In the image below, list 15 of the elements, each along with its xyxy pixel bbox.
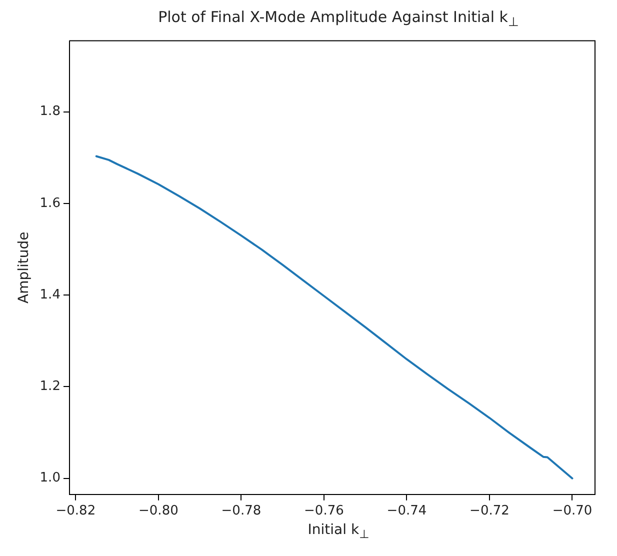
x-tick-label: −0.74 bbox=[386, 504, 427, 519]
x-tick-label: −0.70 bbox=[552, 504, 592, 519]
x-axis-title: Initial k$_{⊥}$ bbox=[306, 522, 370, 541]
chart-title: Plot of Final X-Mode Amplitude Against Initial k$_{⊥}$ bbox=[157, 8, 520, 30]
x-tick-label: −0.78 bbox=[221, 504, 262, 519]
x-tick-label: −0.72 bbox=[470, 504, 510, 519]
x-tick-label: −0.82 bbox=[56, 504, 96, 519]
y-tick-label: 1.0 bbox=[40, 470, 60, 486]
x-tick-label: −0.80 bbox=[138, 504, 178, 519]
y-tick-label: 1.4 bbox=[40, 287, 60, 302]
y-axis-title: Amplitude bbox=[16, 232, 32, 304]
y-tick-label: 1.8 bbox=[40, 104, 60, 120]
x-tick-label: −0.76 bbox=[304, 504, 344, 519]
y-tick-label: 1.2 bbox=[40, 379, 60, 394]
y-tick-label: 1.6 bbox=[40, 196, 60, 211]
